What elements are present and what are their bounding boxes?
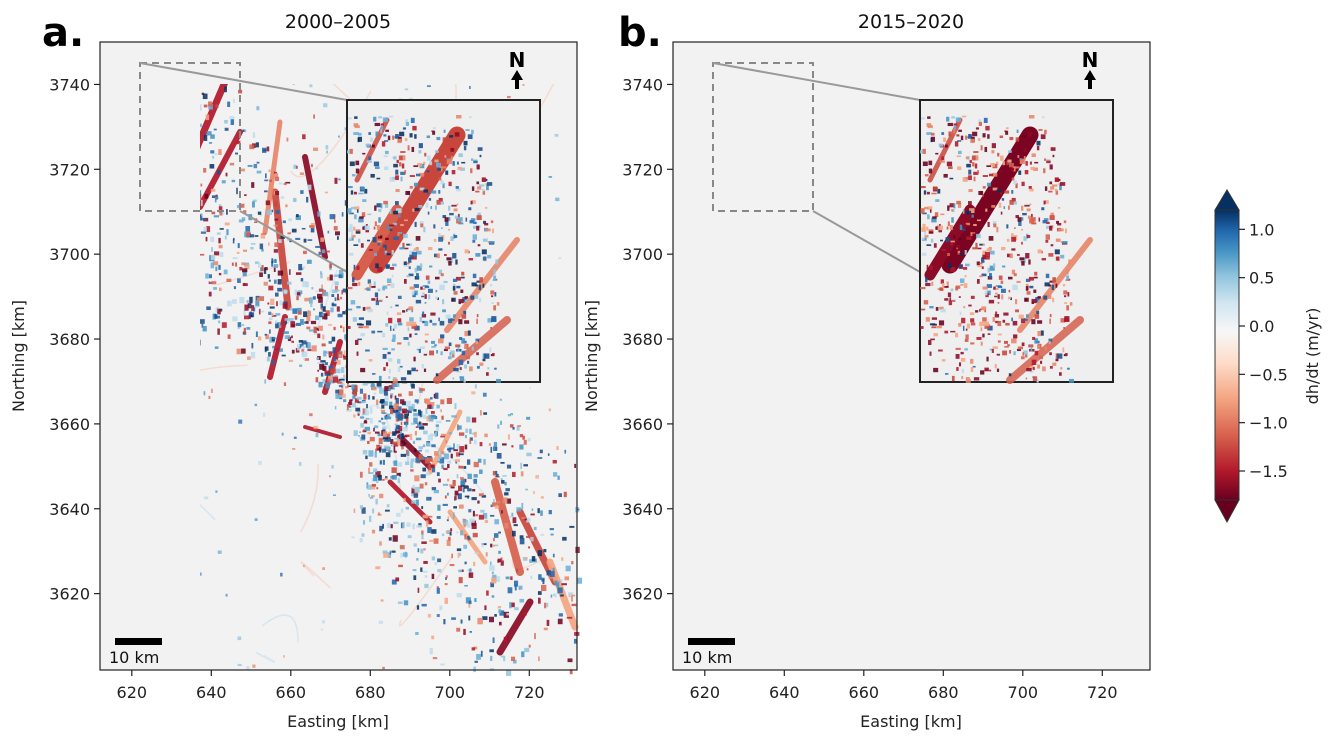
x-tick-label: 620 bbox=[117, 683, 148, 702]
y-axis-ticks: 3620 3640 3660 3680 3700 3720 3740 bbox=[49, 75, 100, 603]
x-tick-label: 620 bbox=[690, 683, 721, 702]
x-axis-ticks: 620 640 660 680 700 720 bbox=[117, 670, 545, 702]
x-tick-label: 640 bbox=[769, 683, 800, 702]
scale-bar-label: 10 km bbox=[682, 648, 732, 667]
colorbar: 1.0 0.5 0.0 −0.5 −1.0 −1.5 dh/dt (m/yr) bbox=[1215, 190, 1322, 522]
x-tick-label: 660 bbox=[849, 683, 880, 702]
x-tick-label: 660 bbox=[276, 683, 307, 702]
x-tick-label: 720 bbox=[514, 683, 545, 702]
panel-title: 2015–2020 bbox=[858, 11, 964, 33]
colorbar-gradient bbox=[1215, 210, 1239, 500]
y-tick-label: 3700 bbox=[622, 245, 663, 264]
y-tick-label: 3660 bbox=[622, 415, 663, 434]
y-tick-label: 3720 bbox=[622, 160, 663, 179]
y-tick-label: 3620 bbox=[49, 585, 90, 604]
x-tick-label: 680 bbox=[928, 683, 959, 702]
y-tick-label: 3680 bbox=[49, 330, 90, 349]
scale-bar: 10 km bbox=[109, 638, 162, 667]
x-tick-label: 700 bbox=[435, 683, 466, 702]
colorbar-top-extend bbox=[1215, 190, 1239, 210]
scale-bar-label: 10 km bbox=[109, 648, 159, 667]
y-axis-ticks: 3620 3640 3660 3680 3700 3720 3740 bbox=[622, 75, 673, 603]
north-label: N bbox=[1082, 48, 1099, 72]
y-tick-label: 3680 bbox=[622, 330, 663, 349]
colorbar-bottom-extend bbox=[1215, 500, 1239, 522]
colorbar-tick-label: 0.5 bbox=[1249, 269, 1274, 288]
colorbar-tick-label: −0.5 bbox=[1249, 365, 1288, 384]
colorbar-label: dh/dt (m/yr) bbox=[1303, 308, 1322, 405]
colorbar-ticks: 1.0 0.5 0.0 −0.5 −1.0 −1.5 bbox=[1239, 220, 1288, 481]
panel-letter: b. bbox=[618, 10, 662, 56]
colorbar-tick-label: −1.5 bbox=[1249, 462, 1288, 481]
colorbar-tick-label: 1.0 bbox=[1249, 220, 1274, 239]
scale-bar-line bbox=[115, 638, 162, 645]
x-tick-label: 640 bbox=[196, 683, 227, 702]
y-tick-label: 3660 bbox=[49, 415, 90, 434]
y-tick-label: 3740 bbox=[49, 75, 90, 94]
y-tick-label: 3640 bbox=[622, 500, 663, 519]
x-tick-label: 720 bbox=[1087, 683, 1118, 702]
x-axis-label: Easting [km] bbox=[860, 712, 962, 731]
x-tick-label: 680 bbox=[355, 683, 386, 702]
y-tick-label: 3640 bbox=[49, 500, 90, 519]
panel-title: 2000–2005 bbox=[285, 11, 391, 33]
x-axis-label: Easting [km] bbox=[287, 712, 389, 731]
y-tick-label: 3620 bbox=[622, 585, 663, 604]
colorbar-tick-label: −1.0 bbox=[1249, 414, 1288, 433]
y-axis-label: Northing [km] bbox=[582, 300, 601, 412]
scale-bar: 10 km bbox=[682, 638, 735, 667]
y-tick-label: 3700 bbox=[49, 245, 90, 264]
scale-bar-line bbox=[688, 638, 735, 645]
x-tick-label: 700 bbox=[1008, 683, 1039, 702]
north-label: N bbox=[509, 48, 526, 72]
y-axis-label: Northing [km] bbox=[9, 300, 28, 412]
y-tick-label: 3740 bbox=[622, 75, 663, 94]
panel-letter: a. bbox=[42, 10, 84, 56]
y-tick-label: 3720 bbox=[49, 160, 90, 179]
colorbar-tick-label: 0.0 bbox=[1249, 317, 1274, 336]
x-axis-ticks: 620 640 660 680 700 720 bbox=[690, 670, 1118, 702]
